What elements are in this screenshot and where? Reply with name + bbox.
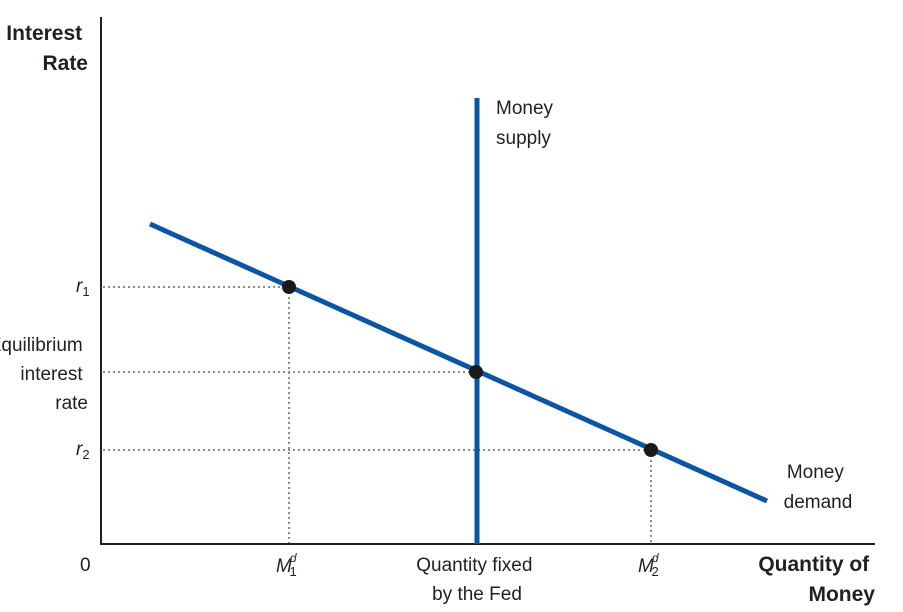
r2-label: r2 [76,439,90,462]
m1d-label: Md 1 [276,551,297,579]
y-axis-title-line2: Rate [42,52,88,75]
equilibrium-rate-label: Equilibrium interest rate [0,335,88,414]
y-axis-title: Interest Rate [6,22,88,75]
point-r1-m1 [282,280,296,294]
quantity-fixed-label-line2: by the Fed [432,584,522,605]
money-demand-curve [148,221,769,504]
x-axis-title-line2: Money [808,583,875,606]
money-supply-label: Money supply [496,98,558,149]
r1-label: r1 [76,276,90,299]
equilibrium-rate-label-line2: interest [20,364,83,385]
point-equilibrium [469,365,483,379]
x-axis-title: Quantity of Money [758,553,875,606]
x-axis-title-line1: Quantity of [758,553,870,576]
point-r2-m2 [644,443,658,457]
equilibrium-rate-label-line1: Equilibrium [0,335,83,356]
origin-label: 0 [80,555,91,576]
money-demand-label-line2: demand [784,492,853,513]
y-axis-title-line1: Interest [6,22,82,45]
quantity-fixed-label-line1: Quantity fixed [416,555,532,576]
money-supply-label-line2: supply [496,128,551,149]
money-supply-label-line1: Money [496,98,554,119]
money-demand-label: Money demand [784,462,853,513]
quantity-fixed-label: Quantity fixed by the Fed [416,555,537,605]
money-demand-label-line1: Money [787,462,845,483]
equilibrium-rate-label-line3: rate [55,393,88,414]
m2d-label: Md 2 [638,551,659,579]
